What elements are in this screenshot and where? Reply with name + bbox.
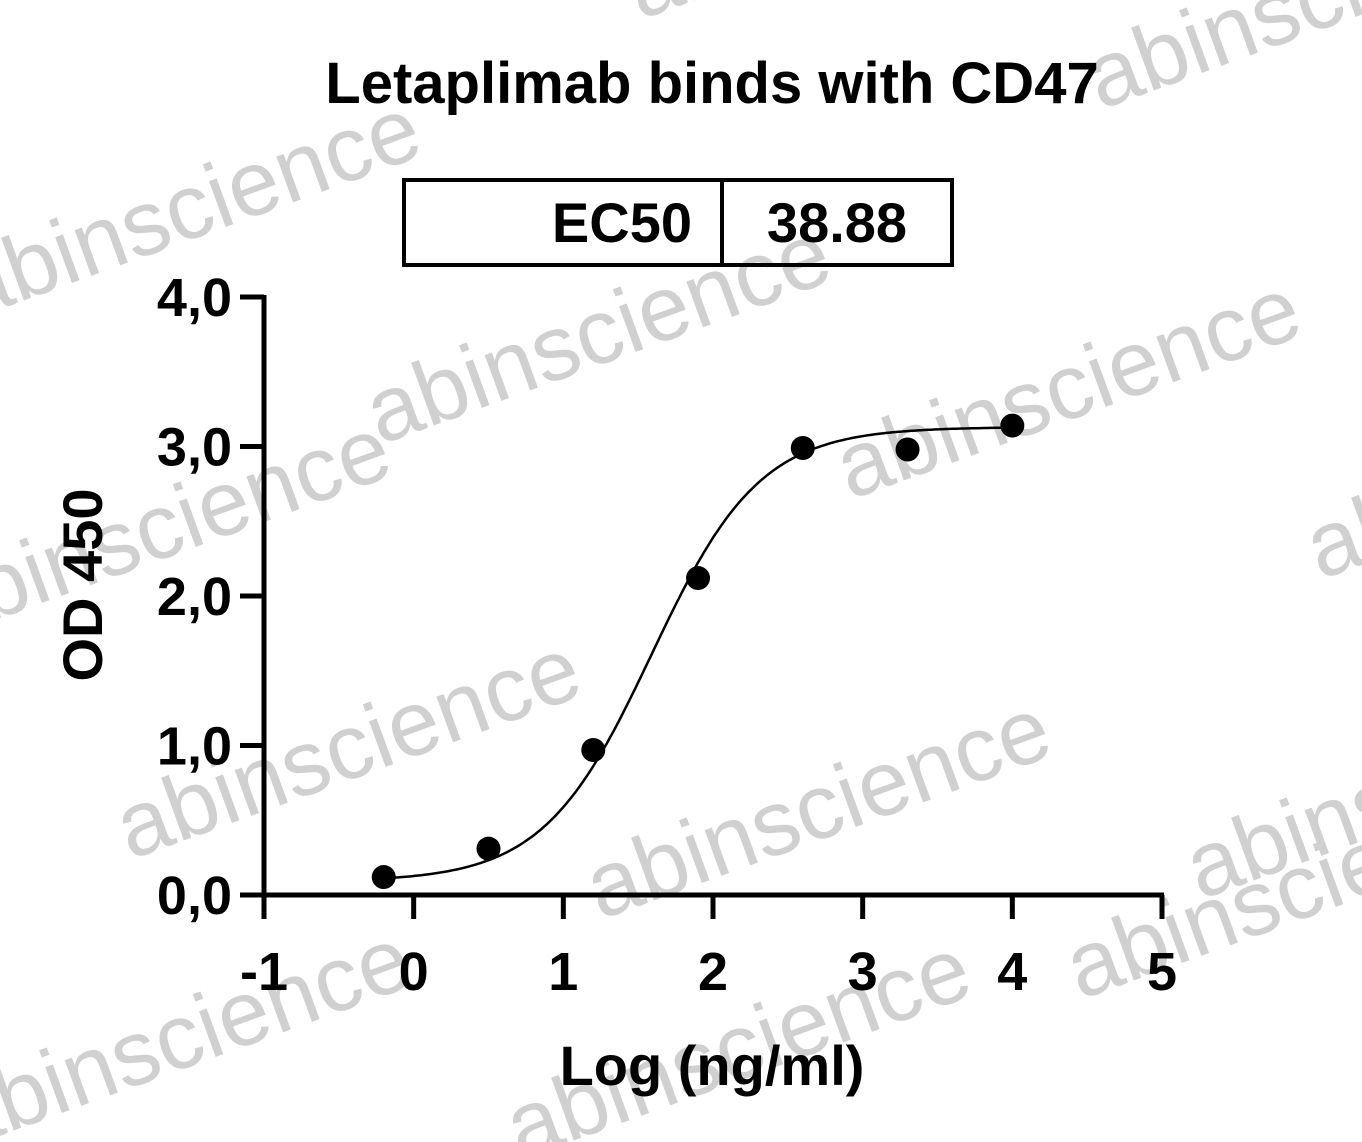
watermark-text: abinscience: [1292, 337, 1362, 599]
data-points: [371, 413, 1025, 890]
y-tick-label: 2,0: [157, 567, 232, 627]
y-axis-title: OD 450: [51, 489, 114, 682]
y-tick-label: 4,0: [157, 268, 232, 328]
data-point: [895, 437, 920, 462]
x-tick-label: 0: [399, 942, 429, 1002]
x-tick-label: 5: [1147, 942, 1177, 1002]
y-tick-label: 1,0: [157, 717, 232, 777]
y-tick-label: 0,0: [157, 866, 232, 926]
watermark-text: abinscience: [612, 0, 1103, 39]
x-tick-label: 1: [548, 942, 578, 1002]
ec50-label: EC50: [552, 191, 692, 254]
x-tick-label: 3: [848, 942, 878, 1002]
y-tick-label: 3,0: [157, 418, 232, 478]
watermark-text: abinscience: [0, 907, 423, 1142]
watermark-text: abinscience: [572, 677, 1063, 939]
data-point: [686, 566, 711, 591]
data-point: [476, 836, 501, 861]
data-point: [371, 865, 396, 890]
ec50-table-border: [402, 178, 954, 267]
ec50-table: EC50 38.88: [402, 178, 954, 267]
x-tick-label: 4: [997, 942, 1027, 1002]
x-tick-label: -1: [240, 942, 288, 1002]
axes: -1 0 1 2 3 4 5 0,0 1,0 2,0 3,0 4,0: [157, 268, 1177, 1002]
chart-title: Letaplimab binds with CD47: [325, 51, 1098, 116]
x-axis-title: Log (ng/ml): [560, 1034, 865, 1097]
data-point: [1000, 413, 1025, 438]
watermark-text: abinscience: [1072, 0, 1362, 129]
x-tick-label: 2: [698, 942, 728, 1002]
watermark-text: abinscience: [822, 257, 1313, 519]
data-point: [581, 737, 606, 762]
data-point: [790, 435, 815, 460]
ec50-value: 38.88: [767, 191, 907, 254]
